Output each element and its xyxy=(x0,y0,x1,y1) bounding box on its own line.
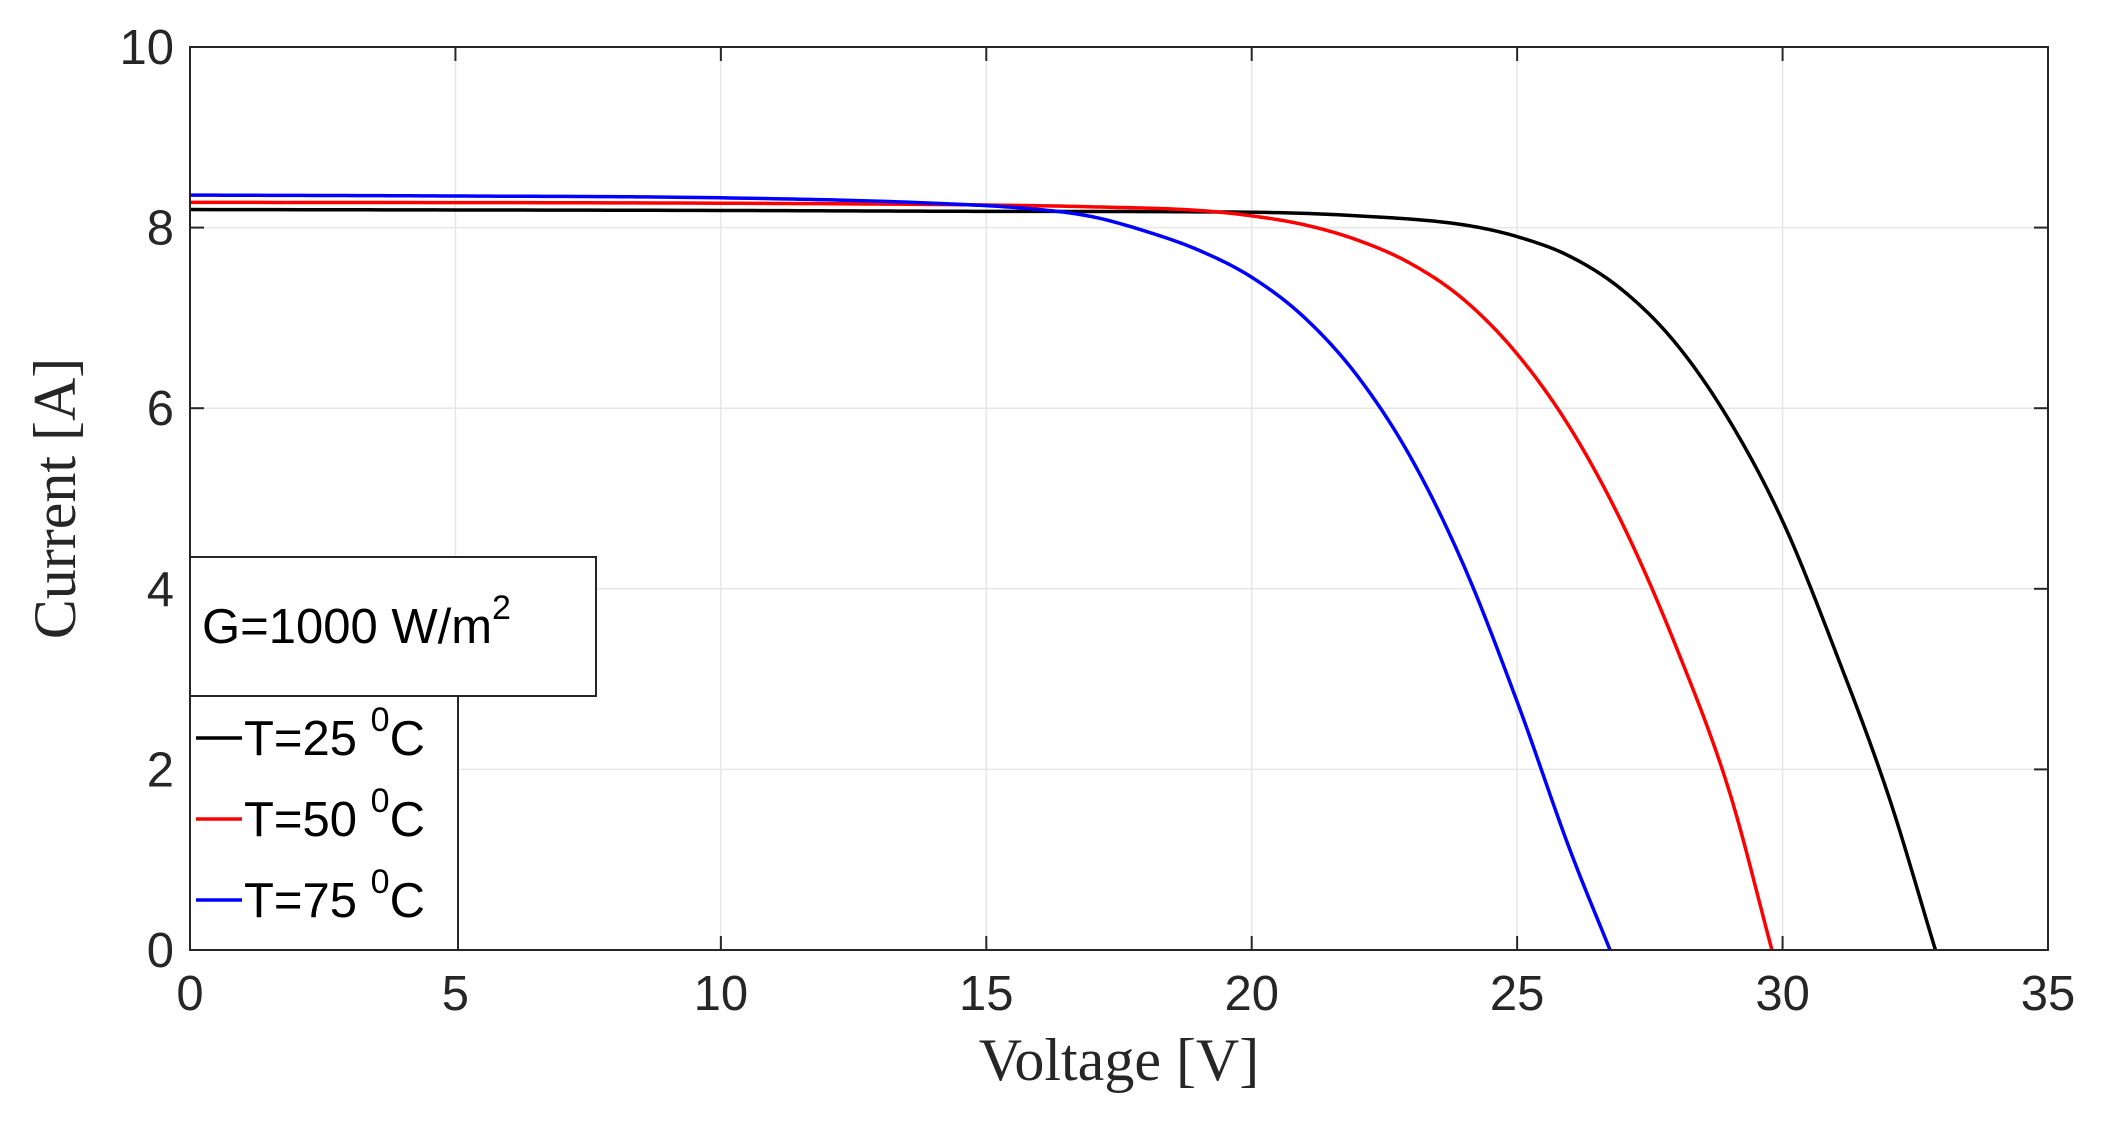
legend-items: T=25 0CT=50 0CT=75 0C xyxy=(196,701,425,928)
series-1 xyxy=(189,207,1938,951)
x-tick-label: 25 xyxy=(1490,967,1545,1021)
y-tick-label: 2 xyxy=(147,743,174,797)
y-axis-title: Current [A] xyxy=(22,358,88,640)
x-axis-title: Voltage [V] xyxy=(979,1027,1260,1093)
x-tick-label: 30 xyxy=(1755,967,1810,1021)
legend-label-main: T=75 xyxy=(244,874,371,928)
legend-item: T=50 0C xyxy=(196,782,425,847)
legend-label-unit: C xyxy=(390,793,425,847)
legend: T=25 0CT=50 0CT=75 0C xyxy=(189,695,459,951)
legend-item: T=25 0C xyxy=(196,701,425,766)
y-tick-label: 10 xyxy=(119,21,174,75)
plot-series xyxy=(189,193,1938,951)
y-tick-label: 4 xyxy=(147,563,174,617)
legend-label-superscript: 0 xyxy=(371,701,390,739)
annotation-box-border xyxy=(189,556,597,697)
series-line xyxy=(189,193,1612,951)
annotation-superscript: 2 xyxy=(492,589,511,627)
axes-frame xyxy=(189,46,2049,951)
y-tick-label: 0 xyxy=(147,924,174,978)
x-tick-label: 35 xyxy=(2021,967,2076,1021)
x-tick-label: 10 xyxy=(694,967,749,1021)
x-tick-label: 5 xyxy=(442,967,469,1021)
x-tick-label: 20 xyxy=(1224,967,1279,1021)
annotation-text: G=1000 W/m2 xyxy=(202,589,511,654)
x-tick-label: 15 xyxy=(959,967,1014,1021)
series-3 xyxy=(189,193,1612,951)
y-tick-label: 6 xyxy=(147,382,174,436)
legend-label-superscript: 0 xyxy=(371,782,390,820)
legend-label-main: T=50 xyxy=(244,793,371,847)
x-tick-label: 0 xyxy=(176,967,203,1021)
irradiance-annotation: G=1000 W/m2 xyxy=(189,556,597,697)
series-2 xyxy=(189,200,1774,951)
legend-label: T=50 0C xyxy=(244,782,425,847)
legend-label-unit: C xyxy=(390,712,425,766)
y-tick-label: 8 xyxy=(147,202,174,256)
legend-label: T=25 0C xyxy=(244,701,425,766)
legend-label-superscript: 0 xyxy=(371,863,390,901)
legend-item: T=75 0C xyxy=(196,863,425,928)
annotation-main: G=1000 W/m xyxy=(202,600,492,654)
legend-label: T=75 0C xyxy=(244,863,425,928)
legend-label-main: T=25 xyxy=(244,712,371,766)
legend-label-unit: C xyxy=(390,874,425,928)
series-line xyxy=(189,200,1774,951)
series-line xyxy=(189,207,1938,951)
